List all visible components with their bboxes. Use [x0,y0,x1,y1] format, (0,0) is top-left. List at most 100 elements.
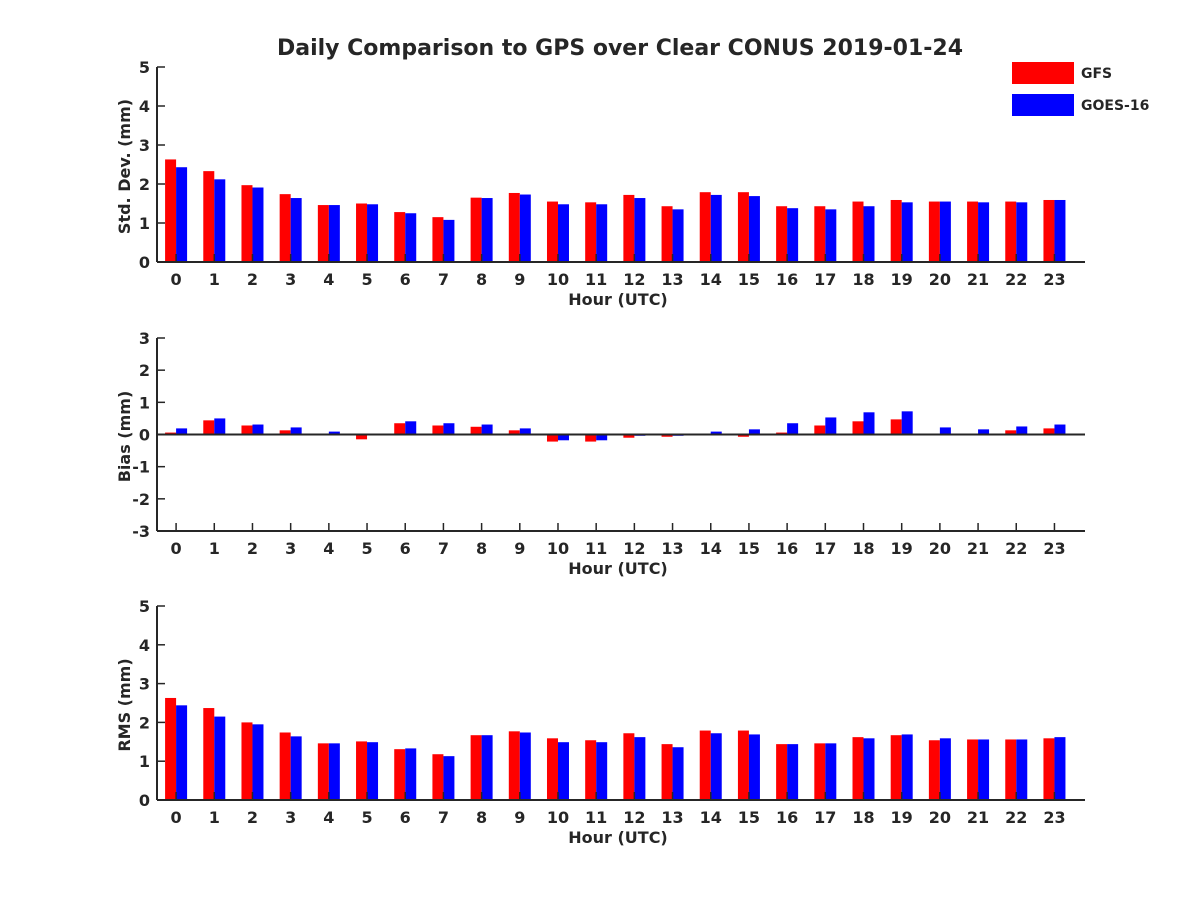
legend-label-goes-16: GOES-16 [1081,98,1149,114]
x-tick-label: 7 [438,539,449,558]
x-tick-label: 23 [1043,539,1065,558]
bar-goes-16-hour-19 [901,202,913,262]
y-tick-label: -3 [132,522,150,541]
x-tick-label: 0 [171,808,182,827]
x-tick-label: 0 [171,539,182,558]
bar-gfs-hour-5 [356,203,368,262]
bar-goes-16-hour-15 [748,196,760,262]
bar-gfs-hour-11 [585,202,597,262]
x-tick-label: 7 [438,808,449,827]
bar-gfs-hour-11 [585,434,597,442]
bar-gfs-hour-22 [1005,201,1017,262]
x-tick-label: 9 [514,808,525,827]
bar-goes-16-hour-3 [290,427,302,435]
bar-gfs-hour-22 [1005,739,1017,800]
bar-gfs-hour-15 [737,434,749,437]
bar-gfs-hour-10 [546,738,558,800]
x-tick-label: 14 [700,539,722,558]
bar-goes-16-hour-20 [939,738,951,800]
bar-gfs-hour-12 [623,434,635,438]
x-tick-label: 5 [361,270,372,289]
x-tick-label: 6 [400,808,411,827]
bar-goes-16-hour-16 [787,423,799,435]
x-tick-label: 20 [929,270,951,289]
y-tick-label: 5 [139,597,150,616]
bar-goes-16-hour-17 [825,417,837,435]
x-tick-label: 9 [514,539,525,558]
bar-goes-16-hour-8 [481,424,493,435]
bar-goes-16-hour-8 [481,735,493,800]
chart-title: Daily Comparison to GPS over Clear CONUS… [277,36,963,61]
bar-gfs-hour-21 [967,201,979,262]
x-tick-label: 15 [738,270,760,289]
x-tick-label: 14 [700,808,722,827]
x-tick-label: 13 [661,539,683,558]
bar-gfs-hour-1 [203,171,215,262]
bar-goes-16-hour-18 [863,412,875,435]
x-tick-label: 16 [776,270,798,289]
x-tick-label: 14 [700,270,722,289]
x-tick-label: 3 [285,808,296,827]
bar-goes-16-hour-14 [710,733,722,800]
bar-goes-16-hour-22 [1016,426,1028,435]
bar-gfs-hour-8 [470,197,482,262]
bar-goes-16-hour-4 [328,205,340,262]
bar-gfs-hour-3 [279,732,291,800]
y-tick-label: 2 [139,361,150,380]
bar-goes-16-hour-17 [825,743,837,800]
x-tick-label: 8 [476,270,487,289]
x-tick-label: 7 [438,270,449,289]
bar-gfs-hour-12 [623,733,635,800]
x-axis-label: Hour (UTC) [568,828,668,847]
x-tick-label: 8 [476,808,487,827]
bar-gfs-hour-21 [967,739,979,800]
bar-goes-16-hour-20 [939,201,951,262]
x-tick-label: 9 [514,270,525,289]
bar-gfs-hour-0 [165,697,177,800]
bar-gfs-hour-16 [776,206,788,262]
bar-goes-16-hour-16 [787,744,799,800]
x-tick-label: 18 [852,270,874,289]
y-tick-label: -2 [132,490,150,509]
x-tick-label: 12 [623,808,645,827]
x-tick-label: 2 [247,270,258,289]
bar-gfs-hour-7 [432,754,444,800]
bar-goes-16-hour-11 [596,204,608,262]
bar-gfs-hour-19 [890,199,902,262]
bar-goes-16-hour-21 [978,202,990,262]
bar-goes-16-hour-1 [214,179,226,262]
bar-goes-16-hour-23 [1054,199,1066,262]
y-tick-label: 3 [139,675,150,694]
x-tick-label: 4 [323,270,334,289]
y-tick-label: 0 [139,253,150,272]
x-tick-label: 6 [400,539,411,558]
bar-goes-16-hour-3 [290,736,302,800]
x-tick-label: 22 [1005,539,1027,558]
bar-gfs-hour-5 [356,741,368,800]
bar-gfs-hour-10 [546,201,558,262]
bar-gfs-hour-9 [508,192,520,262]
bar-gfs-hour-17 [814,743,826,800]
x-tick-label: 19 [891,808,913,827]
bar-gfs-hour-16 [776,744,788,800]
bar-goes-16-hour-15 [748,429,760,435]
bar-goes-16-hour-12 [634,198,646,262]
x-tick-label: 18 [852,539,874,558]
y-axis-label: Bias (mm) [115,391,134,483]
bar-gfs-hour-20 [928,740,940,800]
bar-gfs-hour-17 [814,425,826,435]
bar-goes-16-hour-11 [596,742,608,800]
x-tick-label: 18 [852,808,874,827]
bar-gfs-hour-10 [546,434,558,442]
bar-goes-16-hour-14 [710,431,722,435]
x-tick-label: 1 [209,270,220,289]
bar-gfs-hour-7 [432,425,444,435]
bar-goes-16-hour-0 [176,167,188,262]
x-tick-label: 20 [929,539,951,558]
bar-goes-16-hour-12 [634,737,646,800]
bar-gfs-hour-11 [585,740,597,800]
bar-goes-16-hour-17 [825,209,837,262]
